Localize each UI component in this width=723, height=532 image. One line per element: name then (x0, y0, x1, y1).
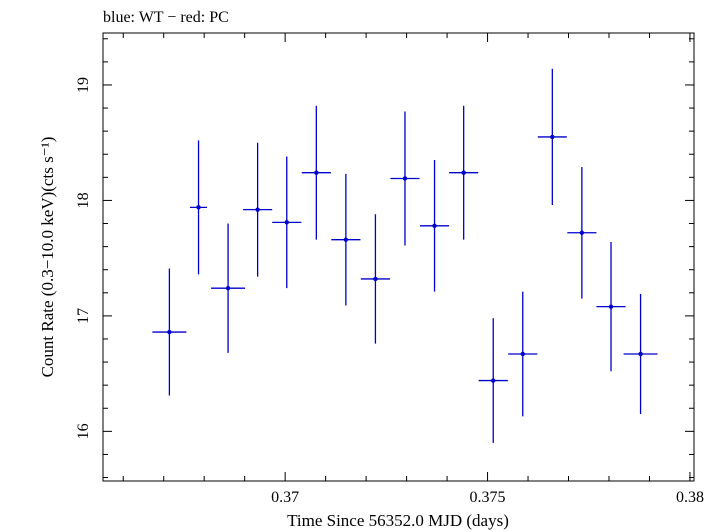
data-point (478, 318, 508, 443)
data-series (152, 68, 658, 443)
data-point (152, 268, 187, 396)
data-point (596, 241, 626, 372)
data-point (272, 156, 302, 289)
data-point (331, 173, 361, 306)
data-point (419, 160, 450, 292)
x-axis-ticks (122, 33, 691, 481)
y-axis-ticks (103, 38, 694, 479)
point-marker (255, 207, 260, 212)
point-marker (579, 230, 585, 235)
point-marker (402, 176, 408, 181)
data-point (623, 293, 658, 415)
point-marker (167, 329, 172, 335)
point-marker (461, 170, 466, 175)
point-marker (314, 170, 319, 175)
y-tick-label: 19 (75, 77, 92, 93)
data-point (567, 166, 597, 299)
y-tick-label: 17 (75, 308, 92, 324)
x-tick-label: 0.38 (676, 489, 704, 506)
point-marker (284, 220, 289, 225)
x-axis-label: Time Since 56352.0 MJD (days) (287, 511, 509, 530)
x-axis-tick-labels: 0.37 0.375 0.38 (271, 489, 704, 506)
y-axis-label: Count Rate (0.3−10.0 keV)(cts s⁻¹) (38, 137, 57, 378)
data-point (211, 223, 246, 353)
point-marker (343, 237, 349, 242)
data-point (508, 291, 538, 417)
chart-title: blue: WT − red: PC (103, 9, 229, 26)
x-tick-label: 0.375 (470, 489, 506, 506)
y-tick-label: 16 (75, 423, 92, 439)
point-marker (608, 304, 614, 309)
point-marker (491, 378, 496, 383)
y-axis-tick-labels: 16 17 18 19 (75, 77, 92, 439)
point-marker (196, 205, 201, 210)
data-point (301, 105, 331, 240)
point-marker (638, 351, 643, 357)
data-point (360, 214, 390, 344)
data-point (390, 111, 420, 246)
data-point (449, 105, 479, 240)
data-point (190, 140, 208, 275)
point-marker (550, 134, 555, 140)
data-point (243, 142, 273, 277)
plot-frame (102, 32, 695, 482)
point-marker (373, 276, 378, 282)
point-marker (520, 351, 525, 357)
data-point (537, 68, 567, 206)
point-marker (432, 223, 437, 229)
x-tick-label: 0.37 (271, 489, 299, 506)
y-tick-label: 18 (75, 192, 92, 208)
point-marker (225, 285, 231, 291)
